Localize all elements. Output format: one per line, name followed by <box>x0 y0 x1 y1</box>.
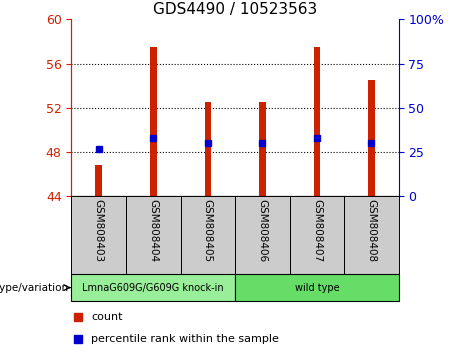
Bar <box>71 274 235 301</box>
Text: GSM808403: GSM808403 <box>94 199 104 262</box>
Text: GSM808405: GSM808405 <box>203 199 213 262</box>
Bar <box>181 196 235 274</box>
Text: genotype/variation: genotype/variation <box>0 282 71 293</box>
Text: count: count <box>91 312 123 322</box>
Text: GSM808406: GSM808406 <box>257 199 267 262</box>
Bar <box>150 47 157 196</box>
Bar <box>71 196 126 274</box>
Bar <box>368 80 375 196</box>
Text: percentile rank within the sample: percentile rank within the sample <box>91 334 279 344</box>
Text: GSM808407: GSM808407 <box>312 199 322 262</box>
Text: wild type: wild type <box>295 282 339 293</box>
Bar <box>235 196 290 274</box>
Text: GSM808408: GSM808408 <box>366 199 377 262</box>
Bar <box>205 102 211 196</box>
Text: GSM808404: GSM808404 <box>148 199 158 262</box>
Bar <box>95 166 102 196</box>
Bar <box>313 47 320 196</box>
Bar <box>290 196 344 274</box>
Text: LmnaG609G/G609G knock-in: LmnaG609G/G609G knock-in <box>83 282 224 293</box>
Title: GDS4490 / 10523563: GDS4490 / 10523563 <box>153 2 317 17</box>
Bar <box>344 196 399 274</box>
Bar <box>259 102 266 196</box>
Bar <box>126 196 181 274</box>
Bar <box>235 274 399 301</box>
